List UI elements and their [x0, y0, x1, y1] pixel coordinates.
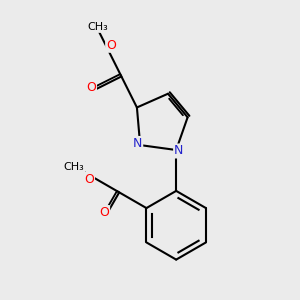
Text: O: O — [99, 206, 109, 219]
Text: CH₃: CH₃ — [87, 22, 108, 32]
Text: CH₃: CH₃ — [64, 162, 84, 172]
Text: O: O — [106, 39, 116, 52]
Text: N: N — [174, 145, 184, 158]
Text: O: O — [86, 81, 96, 94]
Text: N: N — [133, 137, 142, 150]
Text: O: O — [84, 173, 94, 186]
